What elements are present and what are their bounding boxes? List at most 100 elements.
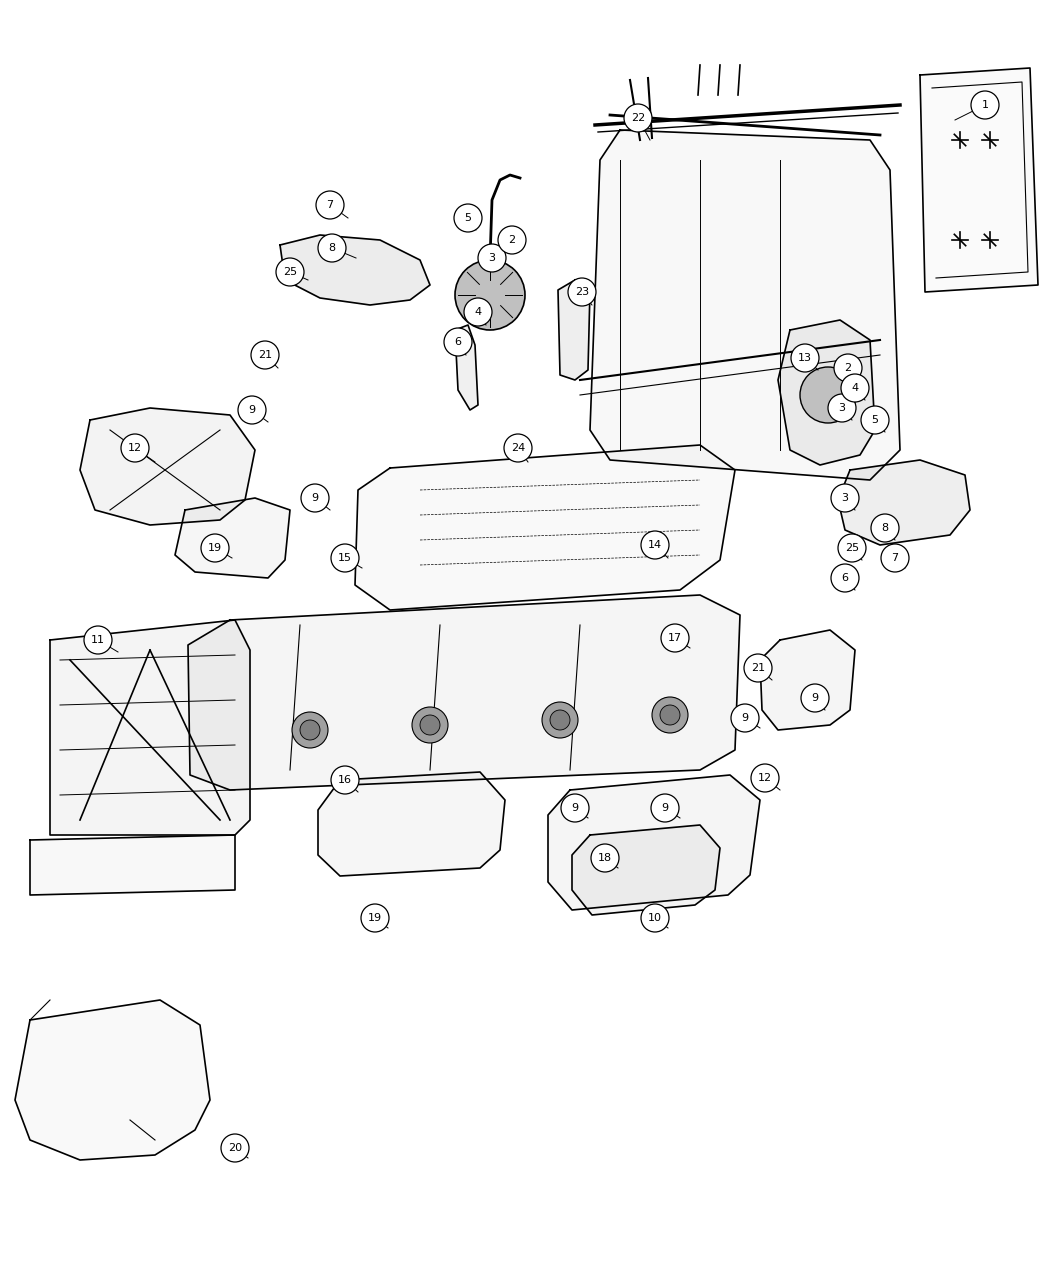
Circle shape <box>121 434 149 462</box>
Text: 9: 9 <box>249 405 255 414</box>
Circle shape <box>881 544 909 572</box>
Text: 9: 9 <box>741 713 749 723</box>
Text: 19: 19 <box>208 543 222 553</box>
Text: 16: 16 <box>338 775 352 785</box>
Circle shape <box>504 434 532 462</box>
Polygon shape <box>760 630 855 731</box>
Text: 7: 7 <box>327 200 334 210</box>
Circle shape <box>971 91 999 119</box>
Text: 20: 20 <box>228 1142 243 1153</box>
Circle shape <box>542 703 578 738</box>
Circle shape <box>751 764 779 792</box>
Polygon shape <box>175 499 290 578</box>
Circle shape <box>238 397 266 425</box>
Polygon shape <box>50 620 250 835</box>
Polygon shape <box>188 595 740 790</box>
Text: 25: 25 <box>282 266 297 277</box>
Circle shape <box>251 340 279 368</box>
Polygon shape <box>80 408 255 525</box>
Text: 24: 24 <box>511 442 525 453</box>
Polygon shape <box>280 235 430 305</box>
Text: 6: 6 <box>841 572 848 583</box>
Text: 5: 5 <box>464 213 471 223</box>
Circle shape <box>872 514 899 542</box>
Circle shape <box>801 683 830 711</box>
Circle shape <box>561 794 589 822</box>
Text: 12: 12 <box>758 773 772 783</box>
Text: 15: 15 <box>338 553 352 564</box>
Circle shape <box>276 258 304 286</box>
Circle shape <box>834 354 862 382</box>
Text: 9: 9 <box>571 803 579 813</box>
Text: 21: 21 <box>258 351 272 360</box>
Circle shape <box>838 534 866 562</box>
Circle shape <box>591 844 620 872</box>
Circle shape <box>660 705 680 725</box>
Circle shape <box>662 623 689 652</box>
Circle shape <box>651 794 679 822</box>
Text: 11: 11 <box>91 635 105 645</box>
Circle shape <box>800 367 856 423</box>
Text: 8: 8 <box>881 523 888 533</box>
Polygon shape <box>15 1000 210 1160</box>
Text: 3: 3 <box>841 493 848 504</box>
Text: 2: 2 <box>508 235 516 245</box>
Circle shape <box>220 1133 249 1162</box>
Polygon shape <box>778 320 875 465</box>
Circle shape <box>640 904 669 932</box>
Polygon shape <box>455 325 478 411</box>
Text: 18: 18 <box>597 853 612 863</box>
Circle shape <box>444 328 472 356</box>
Circle shape <box>624 105 652 133</box>
Polygon shape <box>572 825 720 915</box>
Text: 12: 12 <box>128 442 142 453</box>
Polygon shape <box>838 460 970 544</box>
Text: 7: 7 <box>891 553 899 564</box>
Circle shape <box>831 484 859 513</box>
Polygon shape <box>30 835 235 895</box>
Circle shape <box>828 394 856 422</box>
Text: 4: 4 <box>475 307 482 317</box>
Text: 3: 3 <box>839 403 845 413</box>
Text: 9: 9 <box>312 493 318 504</box>
Text: 5: 5 <box>872 414 879 425</box>
Text: 9: 9 <box>662 803 669 813</box>
Circle shape <box>550 710 570 731</box>
Polygon shape <box>558 280 590 380</box>
Polygon shape <box>318 771 505 876</box>
Circle shape <box>464 298 492 326</box>
Circle shape <box>361 904 388 932</box>
Text: 22: 22 <box>631 113 645 122</box>
Text: 4: 4 <box>852 382 859 393</box>
Text: 6: 6 <box>455 337 462 347</box>
Polygon shape <box>920 68 1038 292</box>
Circle shape <box>331 766 359 794</box>
Circle shape <box>498 226 526 254</box>
Circle shape <box>301 484 329 513</box>
Circle shape <box>331 544 359 572</box>
Circle shape <box>454 204 482 232</box>
Circle shape <box>316 191 344 219</box>
Circle shape <box>861 405 889 434</box>
Circle shape <box>292 711 328 748</box>
Text: 1: 1 <box>982 99 988 110</box>
Text: 25: 25 <box>845 543 859 553</box>
Circle shape <box>841 374 869 402</box>
Text: 3: 3 <box>488 252 496 263</box>
Circle shape <box>84 626 112 654</box>
Circle shape <box>791 344 819 372</box>
Circle shape <box>731 704 759 732</box>
Text: 14: 14 <box>648 541 663 550</box>
Circle shape <box>420 715 440 734</box>
Circle shape <box>640 530 669 558</box>
Circle shape <box>318 235 346 261</box>
Circle shape <box>455 260 525 330</box>
Circle shape <box>412 708 448 743</box>
Circle shape <box>568 278 596 306</box>
Text: 21: 21 <box>751 663 765 673</box>
Text: 8: 8 <box>329 244 336 252</box>
Polygon shape <box>590 130 900 479</box>
Text: 10: 10 <box>648 913 662 923</box>
Polygon shape <box>355 445 735 609</box>
Circle shape <box>300 720 320 739</box>
